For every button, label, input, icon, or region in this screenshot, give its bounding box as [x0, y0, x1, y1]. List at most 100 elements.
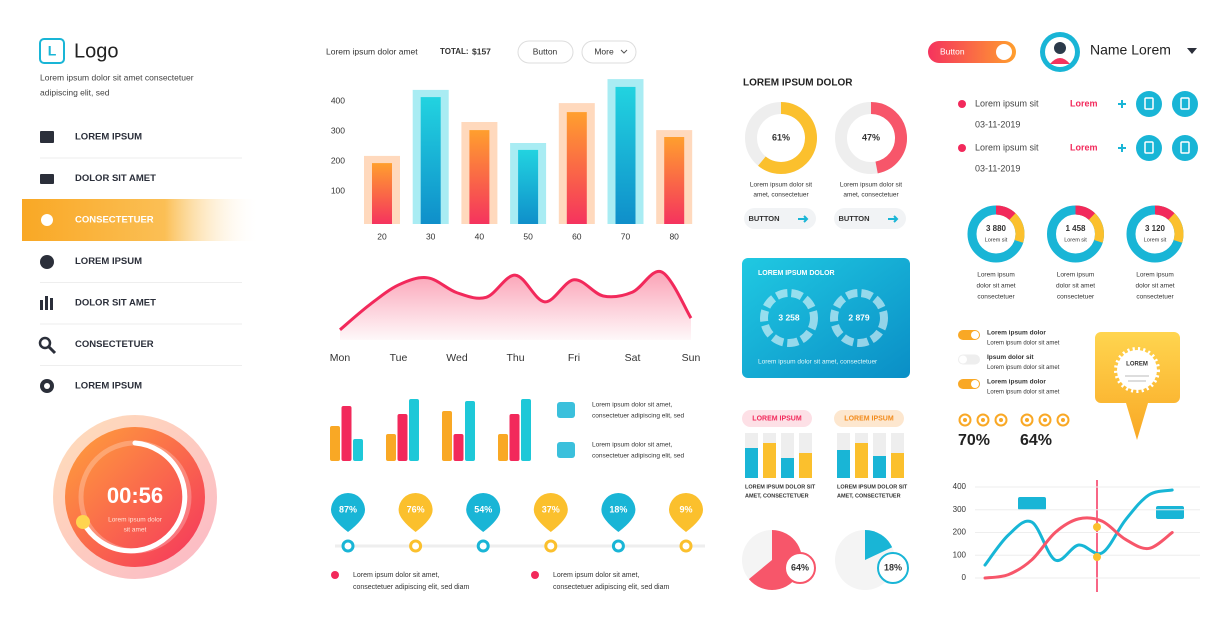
chevron	[620, 49, 628, 54]
icon-button[interactable]	[1172, 91, 1198, 117]
rating-dot	[999, 418, 1003, 422]
note-dot	[331, 571, 339, 579]
pin-label: 54%	[474, 504, 492, 514]
icon-button[interactable]	[1136, 135, 1162, 161]
flag	[1018, 497, 1046, 510]
menu-item[interactable]: LOREM IPSUM	[75, 132, 142, 143]
bar	[420, 97, 441, 224]
icon	[40, 255, 54, 269]
x-tick-label: Fri	[568, 352, 580, 364]
icon	[40, 131, 54, 143]
x-tick-label: Mon	[330, 352, 351, 364]
button[interactable]	[744, 208, 816, 229]
donut-arc	[758, 102, 817, 174]
ring-caption: Lorem ipsum	[977, 272, 1015, 279]
menu-item[interactable]: CONSECTETUER	[75, 339, 154, 350]
pin	[331, 493, 365, 532]
note-text: consectetuer adipiscing elit, sed	[592, 453, 685, 460]
ring-sub: Lorem sit	[1144, 237, 1167, 243]
toggle-label: Button	[940, 46, 965, 56]
icon-button[interactable]	[1172, 135, 1198, 161]
mini-bar	[799, 453, 812, 478]
icon	[40, 300, 43, 310]
icon-button[interactable]	[1136, 91, 1162, 117]
toggle-sub: Lorem ipsum dolor sit amet	[987, 341, 1060, 347]
x-tick-label: 40	[475, 231, 485, 241]
timeline-dot	[544, 539, 558, 553]
menu-item[interactable]: DOLOR SIT AMET	[75, 298, 156, 309]
ring-caption: consectetuer	[977, 294, 1015, 301]
logo-letter: L	[48, 43, 57, 59]
y-tick-label: 400	[331, 95, 345, 105]
panel-title: LOREM IPSUM DOLOR	[743, 78, 853, 89]
y-tick-label: 100	[331, 185, 345, 195]
caret[interactable]	[1187, 48, 1197, 54]
wave-area	[340, 271, 691, 340]
toggle-knob	[996, 44, 1012, 60]
x-tick-label: Sun	[682, 352, 701, 364]
ring-value: 1 458	[1065, 224, 1086, 233]
y-tick-label: 100	[953, 550, 967, 559]
plus-icon[interactable]	[1118, 100, 1126, 108]
button[interactable]	[581, 40, 637, 64]
pin	[601, 493, 636, 532]
group-bar	[509, 414, 520, 461]
cursor-dot	[1093, 523, 1101, 531]
rating-ring	[1020, 413, 1034, 427]
group-bar	[397, 414, 408, 461]
timeline-dot	[341, 539, 355, 553]
y-tick-label: 300	[953, 505, 967, 514]
line-series	[983, 488, 1174, 567]
rating-ring	[976, 413, 990, 427]
line-series	[983, 516, 1174, 580]
ring-caption: Lorem ipsum	[1057, 272, 1095, 279]
pin-label: 87%	[339, 504, 357, 514]
active-menu-band	[22, 199, 260, 241]
group-bar	[386, 434, 396, 461]
ring-value: 3 120	[1145, 224, 1166, 233]
mini-caption: AMET, CONSECTETUER	[745, 493, 809, 499]
menu-item[interactable]: LOREM IPSUM	[75, 256, 142, 267]
task-tag: Lorem	[1070, 98, 1098, 108]
icon-glyph	[1144, 141, 1154, 154]
pie-slice	[865, 530, 893, 560]
pin-label: 18%	[609, 504, 627, 514]
ring-value: 3 880	[986, 224, 1007, 233]
ring-caption: Lorem ipsum	[1136, 272, 1174, 279]
button-label: Button	[533, 46, 558, 56]
pin	[533, 492, 568, 532]
menu-item[interactable]: DOLOR SIT AMET	[75, 173, 156, 184]
arrow	[888, 215, 899, 223]
button[interactable]	[834, 208, 906, 229]
mini-bar	[873, 456, 886, 478]
icon	[50, 298, 53, 310]
donut-arc	[870, 102, 907, 174]
y-tick-label: 400	[953, 482, 967, 491]
y-tick-label: 300	[331, 125, 345, 135]
button[interactable]	[517, 40, 574, 64]
x-tick-label: 30	[426, 231, 436, 241]
card-ring	[830, 289, 888, 347]
icon	[47, 345, 57, 355]
ring-sub: Lorem sit	[985, 237, 1008, 243]
wave-line	[339, 269, 693, 331]
mini-bar	[837, 450, 850, 478]
note-text: consectetuer adipiscing elit, sed diam	[553, 584, 670, 591]
pin-label: 76%	[407, 504, 425, 514]
menu-item[interactable]: LOREM IPSUM	[75, 381, 142, 392]
bar	[615, 86, 636, 225]
cursor-dot	[1093, 553, 1101, 561]
rating-dot	[1043, 418, 1047, 422]
task-text: Lorem ipsum sit	[975, 98, 1039, 108]
toggle-button[interactable]	[928, 41, 1016, 63]
timeline-dot	[476, 539, 490, 553]
menu-item[interactable]: CONSECTETUER	[75, 215, 154, 226]
pie-badge	[784, 552, 816, 584]
mini-bar	[855, 443, 868, 478]
pin-label: 9%	[679, 504, 692, 514]
pie-badge	[877, 552, 909, 584]
donut-label: 61%	[772, 132, 790, 142]
plus-icon[interactable]	[1118, 144, 1126, 152]
card-ring	[760, 289, 818, 347]
